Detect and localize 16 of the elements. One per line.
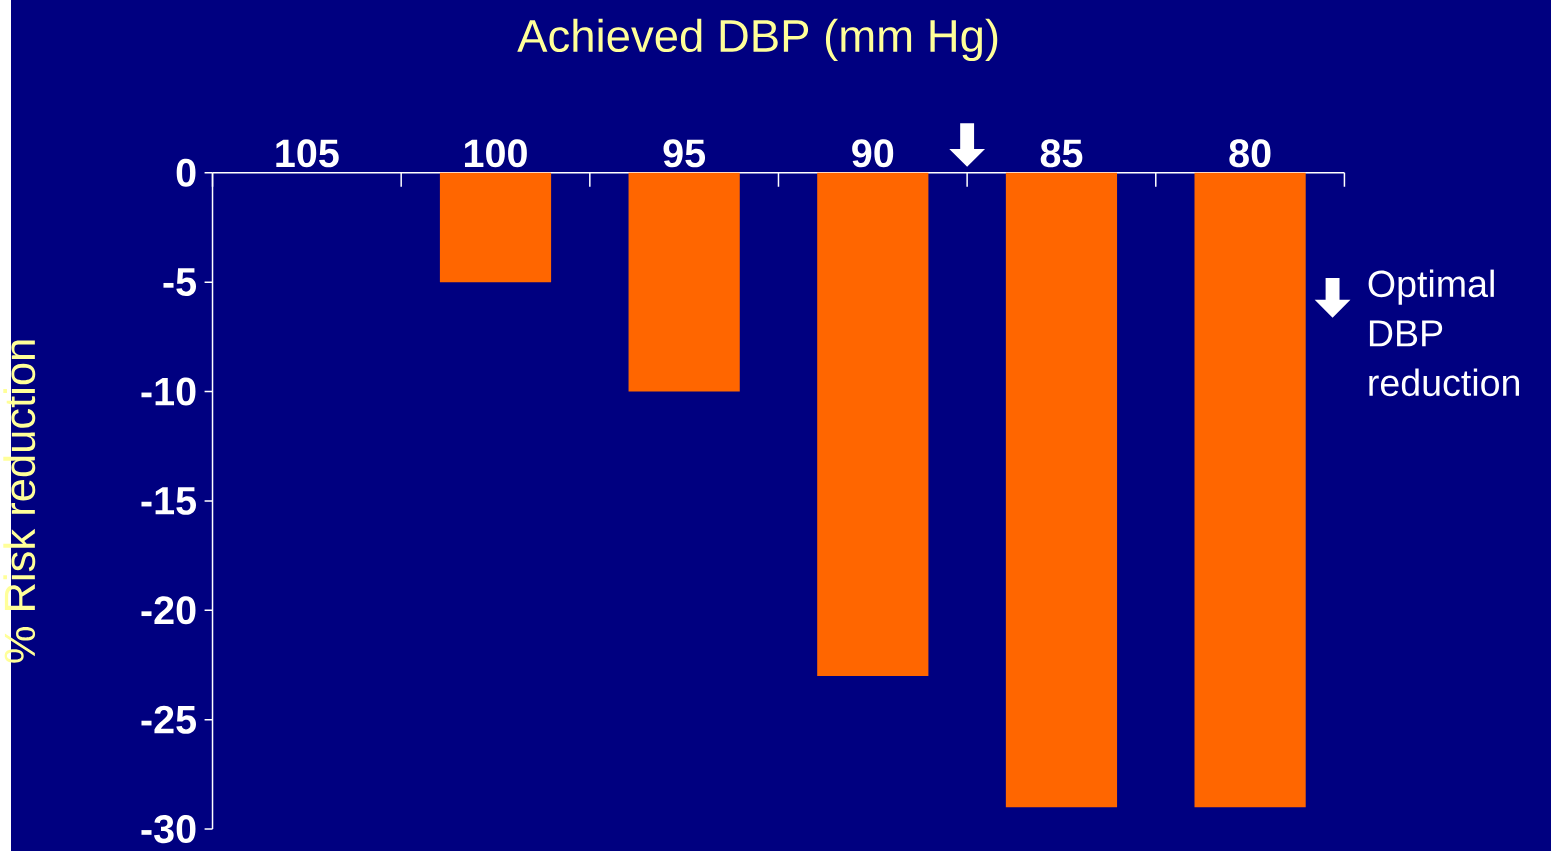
x-tick-label: 105 (276, 139, 339, 168)
y-tick-label: -30 (141, 815, 196, 844)
y-tick-label: -10 (141, 377, 196, 406)
y-axis-title: % Risk reduction (3, 340, 36, 663)
x-tick-label: 90 (852, 139, 894, 168)
x-tick-label: 95 (663, 139, 706, 168)
text: Optimal DBP reduction (1368, 269, 1520, 397)
y-tick-label: -5 (163, 268, 197, 296)
x-tick-label: 100 (464, 139, 527, 168)
x-tick-label: 80 (1229, 139, 1271, 168)
y-tick-label: -25 (141, 705, 196, 734)
x-tick-label: 85 (1040, 139, 1083, 168)
chart-title: Achieved DBP (mm Hg) (517, 18, 998, 62)
y-tick-label: -15 (141, 487, 196, 515)
y-tick-label: 0 (176, 158, 196, 187)
y-tick-label: -20 (141, 596, 196, 625)
